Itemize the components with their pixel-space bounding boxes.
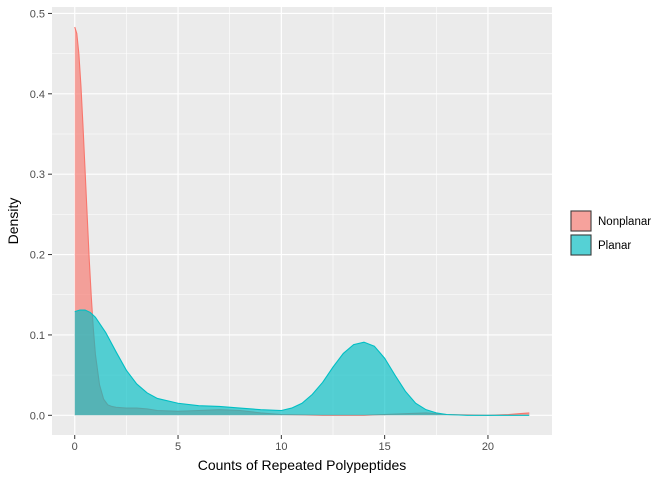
density-areas — [74, 26, 530, 416]
x-tick-label: 10 — [275, 441, 287, 453]
y-axis-title: Density — [5, 198, 21, 245]
y-axis: 0.0 0.1 0.2 0.3 0.4 0.5 — [30, 8, 52, 422]
x-tick-label: 0 — [72, 441, 78, 453]
x-tick-label: 5 — [175, 441, 181, 453]
density-line-planar — [74, 309, 530, 416]
y-tick-label: 0.5 — [30, 8, 45, 20]
legend-key-nonplanar — [570, 210, 592, 232]
y-tick-label: 0.1 — [30, 330, 45, 342]
x-tick-label: 20 — [482, 441, 494, 453]
panel-background — [52, 7, 552, 435]
x-axis-title: Counts of Repeated Polypeptides — [198, 457, 407, 473]
y-tick-label: 0.2 — [30, 250, 45, 262]
legend-label-planar: Planar — [598, 240, 631, 252]
x-tick-label: 15 — [379, 441, 391, 453]
legend-label-nonplanar: Nonplanar — [598, 216, 651, 228]
density-area-planar — [74, 310, 530, 416]
legend: Nonplanar Planar — [570, 210, 651, 256]
legend-key-planar — [570, 234, 592, 256]
y-tick-label: 0.0 — [30, 410, 45, 422]
x-axis: 0 5 10 15 20 — [72, 435, 494, 453]
y-tick-label: 0.4 — [30, 89, 45, 101]
minor-gridlines — [52, 7, 552, 435]
y-tick-label: 0.3 — [30, 169, 45, 181]
